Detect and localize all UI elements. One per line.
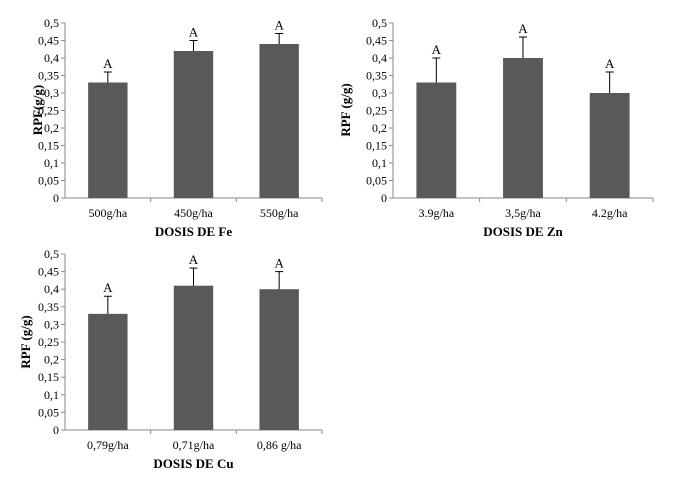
y-tick-label: 0,15 [38,139,59,153]
x-tick-label: 3.9g/ha [418,206,454,220]
y-axis-title: RPF (g/g) [18,315,33,368]
y-tick-label: 0,1 [44,388,59,402]
y-tick-label: 0,05 [38,405,59,419]
y-tick-label: 0,2 [44,353,59,367]
significance-letter: A [605,56,615,71]
y-tick-label: 0,1 [44,156,59,170]
y-tick-label: 0,05 [38,174,59,188]
y-tick-label: 0,25 [366,104,387,118]
bar [416,82,457,198]
y-tick-label: 0,4 [44,51,59,65]
bar [88,313,128,430]
y-tick-label: 0,35 [38,300,59,314]
x-tick-label: 500g/ha [88,206,127,220]
significance-letter: A [518,21,528,36]
y-tick-label: 0,3 [44,317,59,331]
chart-panel-1: 0 0,05 0,1 0,15 0,2 0,25 0,3 0,35 0,4 0,45 0,5 A 500… [30,16,323,239]
x-tick-label: 4.2g/ha [592,206,628,220]
y-tick-label: 0 [53,191,59,205]
y-tick-label: 0 [53,423,59,437]
significance-letter: A [189,252,199,267]
significance-letter: A [103,56,113,71]
bar [259,44,299,198]
y-tick-label: 0,2 [372,121,387,135]
y-tick-label: 0,15 [366,139,387,153]
y-tick-label: 0 [381,191,387,205]
x-axis-title: DOSIS DE Zn [483,224,563,239]
y-tick-label: 0,5 [44,16,59,30]
y-tick-label: 0,4 [372,51,387,65]
chart-panel-2: 0 0,05 0,1 0,15 0,2 0,25 0,3 0,35 0,4 0,45 0,5 A 3.9… [338,16,654,239]
significance-letter: A [189,25,199,40]
y-axis-title: RPF(g/g) [30,85,45,136]
y-tick-label: 0,05 [366,174,387,188]
bar [503,58,543,198]
y-tick-label: 0,3 [44,86,59,100]
y-tick-label: 0,45 [366,34,387,48]
bar [589,93,630,198]
y-tick-label: 0,1 [372,156,387,170]
y-tick-label: 0,5 [44,247,59,261]
y-tick-label: 0,5 [372,16,387,30]
bar [88,82,128,198]
significance-letter: A [103,280,113,295]
y-tick-label: 0,25 [38,104,59,118]
chart-panel-3: 0 0,05 0,1 0,15 0,2 0,25 0,3 0,35 0,4 0,45 0,5 A 0,7… [18,247,323,471]
x-axis-title: DOSIS DE Fe [155,224,233,239]
x-tick-label: 550g/ha [260,206,299,220]
y-tick-label: 0,2 [44,121,59,135]
bar [173,285,214,430]
y-tick-label: 0,25 [38,335,59,349]
x-tick-label: 0,71g/ha [173,438,215,452]
x-tick-label: 450g/ha [174,206,213,220]
y-tick-label: 0,3 [372,86,387,100]
x-tick-label: 0,86 g/ha [257,438,302,452]
bar [173,51,214,198]
bar [259,289,299,430]
y-tick-label: 0,15 [38,370,59,384]
significance-letter: A [274,256,284,271]
x-tick-label: 0,79g/ha [87,438,129,452]
x-axis-title: DOSIS DE Cu [153,456,233,471]
y-tick-label: 0,45 [38,265,59,279]
significance-letter: A [274,18,284,33]
y-tick-label: 0,35 [38,69,59,83]
significance-letter: A [432,42,442,57]
y-axis-title: RPF (g/g) [338,83,353,136]
x-tick-label: 3,5g/ha [505,206,541,220]
y-tick-label: 0,45 [38,34,59,48]
y-tick-label: 0,35 [366,69,387,83]
y-tick-label: 0,4 [44,282,59,296]
